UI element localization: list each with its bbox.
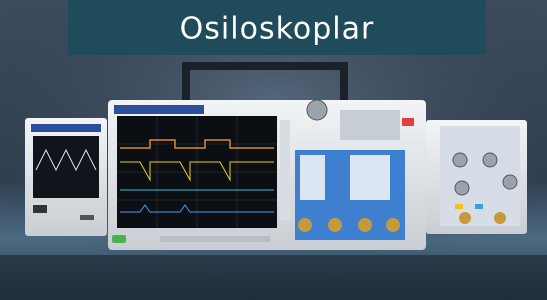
title: Osiloskoplar <box>180 12 375 47</box>
floor <box>0 255 547 300</box>
right-oscilloscope <box>426 120 527 234</box>
left-oscilloscope <box>25 118 107 236</box>
banner: Osiloskoplar <box>0 0 547 300</box>
main-oscilloscope <box>108 100 426 250</box>
